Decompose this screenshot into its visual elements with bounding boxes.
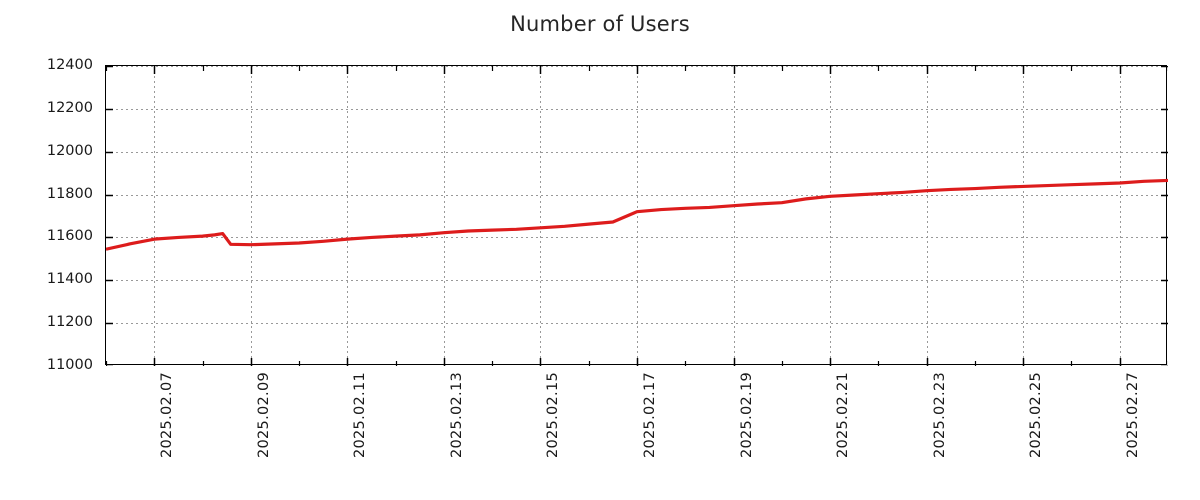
y-tick-label: 11000 xyxy=(46,357,93,373)
series-line-0 xyxy=(106,178,1168,251)
y-tick-label: 11600 xyxy=(46,228,93,245)
x-tick-label: 2025.02.11 xyxy=(352,372,369,459)
y-tick-label: 12000 xyxy=(46,142,93,159)
x-tick-label: 2025.02.07 xyxy=(159,372,176,459)
y-tick-label: 12400 xyxy=(46,57,93,73)
y-tick-label: 12200 xyxy=(46,99,93,116)
x-tick-label: 2025.02.19 xyxy=(738,372,755,459)
plot-svg xyxy=(106,66,1168,366)
plot-area xyxy=(105,65,1168,366)
x-tick-label: 2025.02.09 xyxy=(255,372,272,459)
y-tick-label: 11400 xyxy=(46,271,93,288)
y-tick-label: 11200 xyxy=(46,314,93,331)
x-tick-label: 2025.02.21 xyxy=(835,372,852,459)
x-tick-label: 2025.02.15 xyxy=(545,372,562,459)
chart-title: Number of Users xyxy=(510,12,690,36)
x-tick-label: 2025.02.13 xyxy=(448,372,465,459)
x-tick-label: 2025.02.17 xyxy=(642,372,658,459)
x-tick-label: 2025.02.25 xyxy=(1028,372,1045,459)
x-tick-label: 2025.02.27 xyxy=(1124,372,1141,459)
y-axis-tick-labels: 11000 11200 11400 11600 11800 12000 12200 12400 xyxy=(0,0,105,500)
x-tick-label: 2025.02.23 xyxy=(931,372,948,459)
y-tick-label: 11800 xyxy=(46,185,93,202)
